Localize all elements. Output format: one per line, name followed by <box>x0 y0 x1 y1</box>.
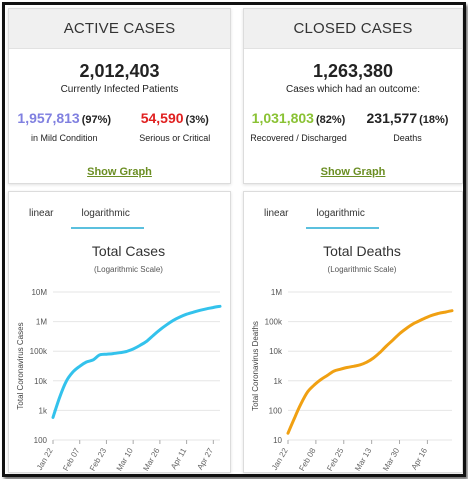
serious-critical-label: Serious or Critical <box>139 133 211 143</box>
y-tick-label: 100 <box>269 406 283 415</box>
active-cases-total-label: Currently Infected Patients <box>60 84 179 95</box>
chart-subtitle: (Logarithmic Scale) <box>328 265 397 274</box>
y-tick-label: 1M <box>271 288 282 297</box>
y-tick-label: 1k <box>39 406 48 415</box>
x-tick-label: Feb 08 <box>297 446 318 472</box>
x-tick-label: Jan 22 <box>35 446 55 472</box>
y-tick-label: 10M <box>31 288 47 297</box>
deaths-stat: 231,577 (18%) Deaths <box>353 110 462 143</box>
serious-critical-pct: (3%) <box>185 114 209 126</box>
closed-cases-panel: CLOSED CASES 1,263,380 Cases which had a… <box>243 8 463 184</box>
x-tick-label: Feb 07 <box>61 446 82 472</box>
x-tick-label: Mar 26 <box>141 446 162 472</box>
y-axis-label: Total Coronavirus Cases <box>16 322 25 409</box>
tab-logarithmic[interactable]: logarithmic <box>71 208 144 229</box>
x-tick-label: Mar 30 <box>381 446 402 472</box>
x-tick-label: Jan 22 <box>270 446 290 472</box>
x-tick-label: Apr 11 <box>169 446 189 471</box>
chart-subtitle: (Logarithmic Scale) <box>94 265 163 274</box>
mild-condition-value: 1,957,813 <box>17 110 80 126</box>
series-line <box>286 309 454 435</box>
closed-show-graph-link[interactable]: Show Graph <box>320 166 386 178</box>
active-cases-panel: ACTIVE CASES 2,012,403 Currently Infecte… <box>8 8 231 184</box>
y-axis-label: Total Coronavirus Deaths <box>251 321 260 411</box>
mild-condition-stat: 1,957,813 (97%) in Mild Condition <box>9 110 120 143</box>
series-line <box>51 304 222 419</box>
total-cases-chart: Total Cases (Logarithmic Scale) Total Coro… <box>16 243 222 472</box>
x-tick-label: Feb 23 <box>88 446 109 472</box>
active-cases-header: ACTIVE CASES <box>9 9 230 49</box>
chart-title: Total Deaths <box>323 243 401 259</box>
serious-critical-value: 54,590 <box>140 110 184 126</box>
deaths-pct: (18%) <box>419 114 449 126</box>
total-deaths-chart-panel: linear logarithmic Total Deaths (Logarithm… <box>243 191 463 473</box>
total-deaths-chart: Total Deaths (Logarithmic Scale) Total Cor… <box>251 243 454 472</box>
y-tick-label: 10 <box>273 436 282 445</box>
closed-cases-total: 1,263,380 <box>312 61 394 81</box>
y-tick-label: 1M <box>36 318 47 327</box>
x-tick-label: Mar 13 <box>353 446 374 472</box>
tab-logarithmic[interactable]: logarithmic <box>306 208 379 229</box>
x-tick-label: Apr 16 <box>410 446 430 471</box>
deaths-chart-tabs: linear logarithmic <box>264 208 397 229</box>
mild-condition-pct: (97%) <box>81 114 112 126</box>
cases-chart-tabs: linear logarithmic <box>29 208 162 229</box>
recovered-label: Recovered / Discharged <box>250 133 347 143</box>
x-tick-label: Apr 27 <box>195 446 215 471</box>
total-cases-chart-panel: linear logarithmic Total Cases (Logarithmi… <box>8 191 231 473</box>
active-show-graph-link[interactable]: Show Graph <box>87 166 152 178</box>
closed-cases-total-label: Cases which had an outcome: <box>286 84 420 95</box>
y-tick-label: 100 <box>34 436 48 445</box>
recovered-pct: (82%) <box>315 114 346 126</box>
y-tick-label: 1k <box>274 377 283 386</box>
tab-linear[interactable]: linear <box>29 208 54 219</box>
y-tick-label: 100k <box>265 318 283 327</box>
x-tick-label: Feb 25 <box>325 446 346 472</box>
recovered-value: 1,031,803 <box>251 110 314 126</box>
tab-linear[interactable]: linear <box>264 208 289 219</box>
y-tick-label: 100k <box>30 347 48 356</box>
active-cases-total: 2,012,403 <box>79 61 160 81</box>
deaths-value: 231,577 <box>366 110 418 126</box>
y-tick-label: 10k <box>34 377 48 386</box>
chart-title: Total Cases <box>92 243 165 259</box>
serious-critical-stat: 54,590 (3%) Serious or Critical <box>120 110 231 143</box>
mild-condition-label: in Mild Condition <box>30 133 98 143</box>
recovered-stat: 1,031,803 (82%) Recovered / Discharged <box>244 110 353 143</box>
closed-cases-header: CLOSED CASES <box>244 9 462 49</box>
y-tick-label: 10k <box>269 347 283 356</box>
deaths-label: Deaths <box>393 133 422 143</box>
x-tick-label: Mar 10 <box>115 446 136 472</box>
